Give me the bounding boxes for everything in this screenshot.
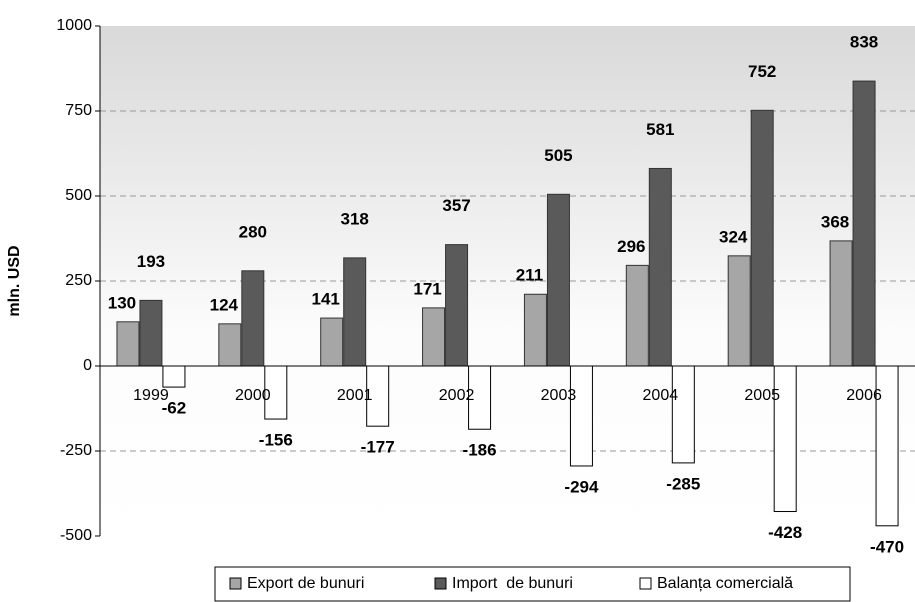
data-label: 752 (748, 62, 776, 81)
x-tick-label: 2005 (744, 387, 780, 404)
bar (523, 293, 547, 367)
data-label: 193 (137, 252, 165, 271)
bar (727, 255, 751, 367)
legend-label: Import de bunuri (452, 575, 573, 592)
y-tick-label: -500 (60, 527, 92, 544)
bar (116, 321, 140, 367)
y-tick-label: 500 (65, 187, 92, 204)
bar (241, 270, 265, 367)
bar (445, 244, 469, 367)
data-label: -428 (768, 523, 802, 542)
bar (343, 257, 367, 367)
data-label: 130 (108, 293, 136, 312)
data-label: 296 (617, 237, 645, 256)
y-tick-label: 250 (65, 272, 92, 289)
data-label: -177 (361, 438, 395, 457)
data-label: -294 (564, 477, 599, 496)
y-axis-label: mln. USD (6, 245, 23, 316)
y-tick-label: -250 (60, 442, 92, 459)
x-tick-label: 1999 (133, 387, 169, 404)
data-label: 211 (516, 266, 543, 285)
legend-swatch (639, 577, 652, 590)
bar (139, 299, 163, 367)
data-label: 141 (312, 290, 340, 309)
bar (852, 80, 876, 367)
y-tick-label: 750 (65, 102, 92, 119)
data-label: 505 (544, 146, 572, 165)
bar (569, 365, 593, 467)
data-label: 324 (719, 227, 748, 246)
data-label: -186 (463, 441, 497, 460)
legend-label: Export de bunuri (247, 575, 364, 592)
data-label: -470 (870, 537, 904, 556)
data-label: -62 (162, 399, 187, 418)
data-label: 581 (646, 120, 674, 139)
legend-swatch (434, 577, 447, 590)
bar (422, 307, 446, 367)
data-label: -285 (666, 474, 700, 493)
legend-label: Balanța comercială (657, 575, 793, 592)
y-tick-label: 1000 (56, 17, 92, 34)
x-tick-label: 2002 (439, 387, 475, 404)
bar (648, 167, 672, 367)
x-tick-label: 2006 (846, 387, 882, 404)
data-label: -156 (259, 431, 293, 450)
data-label: 318 (341, 209, 369, 228)
data-label: 280 (239, 222, 267, 241)
x-tick-label: 2003 (541, 387, 577, 404)
bar (750, 109, 774, 367)
bar (829, 240, 853, 367)
x-tick-label: 2000 (235, 387, 271, 404)
data-label: 838 (850, 33, 878, 52)
bar (625, 264, 649, 367)
bar (320, 317, 344, 367)
bar (218, 323, 242, 367)
bar (546, 193, 570, 367)
data-label: 357 (442, 196, 470, 215)
x-tick-label: 2001 (337, 387, 373, 404)
data-label: 368 (821, 212, 849, 231)
data-label: 124 (210, 295, 239, 314)
legend-swatch (229, 577, 242, 590)
x-tick-label: 2004 (643, 387, 679, 404)
data-label: 171 (413, 279, 441, 298)
legend (214, 566, 851, 602)
bar (671, 365, 695, 464)
y-tick-label: 0 (83, 357, 92, 374)
bar (162, 365, 186, 388)
